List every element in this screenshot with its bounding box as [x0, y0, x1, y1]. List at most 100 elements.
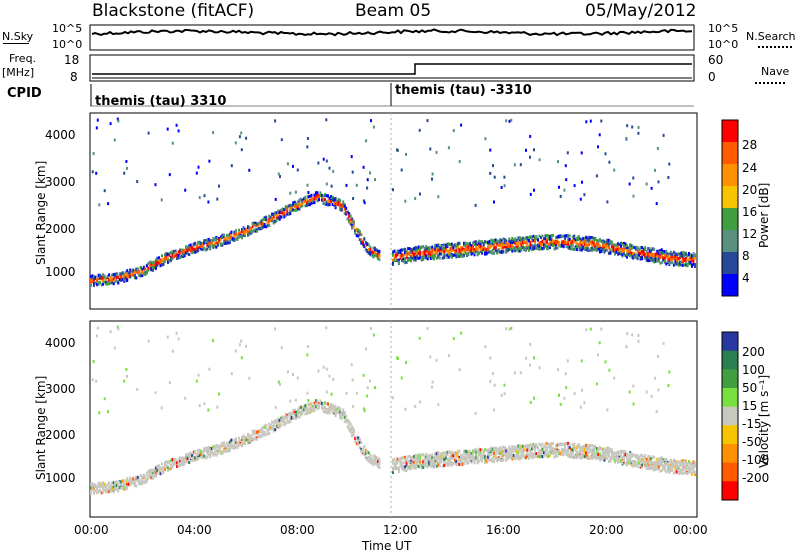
velocity-scatter-point [418, 336, 421, 340]
velocity-scatter-point [197, 450, 200, 454]
power-scatter-point [645, 182, 648, 186]
power-scatter-point [456, 252, 459, 256]
velocity-scatter-point [315, 405, 317, 409]
power-scatter-point [145, 271, 148, 275]
velocity-scatter-point [305, 407, 308, 410]
power-scatter-point [414, 247, 417, 251]
power-scatter-point [666, 254, 669, 257]
power-scatter-point [274, 119, 277, 123]
power-scatter-point [239, 235, 242, 239]
velocity-scatter-point [678, 464, 681, 468]
power-scatter-point [626, 248, 628, 252]
power-scatter-point [372, 246, 375, 250]
power-scatter-point [475, 245, 478, 249]
velocity-scatter-point [533, 443, 536, 447]
power-scatter-point [431, 177, 433, 181]
power-scatter-point [151, 268, 154, 272]
power-scatter-point [488, 243, 491, 247]
velocity-scatter-point [339, 413, 342, 417]
power-scatter-point [487, 242, 490, 246]
power-scatter-point [315, 194, 317, 198]
power-scatter-point [653, 248, 656, 252]
x-tick-2400: 00:00 [673, 523, 708, 537]
velocity-scatter-point [364, 448, 367, 452]
power-scatter-point [322, 194, 325, 198]
velocity-scatter-point [450, 450, 453, 454]
velocity-scatter-point [453, 461, 456, 465]
power-scatter-point [254, 227, 257, 231]
power-scatter-point [450, 254, 453, 258]
velocity-scatter-point [561, 447, 564, 451]
power-scatter-point [614, 251, 616, 255]
power-scatter-point [547, 246, 550, 250]
velocity-scatter-point [213, 450, 216, 454]
vel-y-tick-1000: 1000 [45, 471, 76, 485]
power-scatter-point [308, 199, 311, 203]
velocity-scatter-point [659, 464, 662, 468]
power-scatter-point [588, 248, 591, 252]
velocity-scatter-point [683, 459, 686, 463]
power-scatter-point [686, 264, 689, 268]
power-scatter-point [112, 273, 115, 277]
noise-tick-top-right: 10^5 [708, 22, 739, 35]
velocity-scatter-point [410, 463, 413, 467]
power-scatter-point [316, 191, 319, 195]
velocity-scatter-point [257, 433, 260, 437]
velocity-scatter-point [260, 429, 263, 433]
power-scatter-point [204, 248, 207, 252]
power-scatter-point [369, 253, 372, 257]
power-scatter-point [659, 249, 662, 252]
velocity-scatter-point [180, 460, 183, 463]
velocity-scatter-point [339, 410, 342, 414]
power-scatter-point [422, 245, 425, 249]
velocity-scatter-point [681, 459, 684, 463]
velocity-scatter-point [692, 460, 695, 464]
power-scatter-point [632, 256, 635, 260]
velocity-scatter-point [269, 423, 272, 427]
power-scatter-point [345, 212, 348, 216]
power-scatter-point [296, 207, 299, 211]
power-scatter-point [136, 271, 139, 274]
power-scatter-point [150, 268, 153, 272]
power-scatter-point [632, 254, 635, 258]
power-scatter-point [689, 254, 692, 258]
velocity-scatter-point [684, 471, 687, 475]
power-scatter-point [494, 245, 497, 249]
velocity-scatter-point [556, 450, 559, 454]
power-scatter-point [324, 198, 326, 201]
power-scatter-point [354, 229, 357, 232]
velocity-scatter-point [254, 435, 257, 439]
power-scatter-point [677, 263, 680, 267]
velocity-scatter-point [318, 406, 320, 410]
velocity-scatter-point [248, 433, 251, 437]
power-scatter-point [399, 254, 402, 258]
velocity-scatter-point [573, 447, 576, 451]
velocity-scatter-point [669, 465, 672, 469]
power-scatter-point [274, 212, 277, 216]
velocity-scatter-point [154, 474, 157, 478]
velocity-scatter-point [410, 467, 413, 471]
velocity-scatter-point [524, 456, 527, 459]
velocity-scatter-point [662, 459, 665, 463]
velocity-scatter-point [321, 406, 323, 410]
power-scatter-point [692, 262, 695, 266]
velocity-scatter-point [633, 461, 636, 465]
velocity-scatter-point [102, 481, 105, 485]
power-scatter-point [506, 249, 509, 253]
velocity-scatter-point [574, 455, 577, 459]
power-scatter-point [460, 246, 462, 250]
power-scatter-point [505, 245, 508, 249]
power-scatter-point [302, 197, 305, 201]
velocity-scatter-point [470, 457, 473, 461]
velocity-scatter-point [170, 459, 172, 463]
power-scatter-point [328, 203, 331, 207]
velocity-scatter-point [612, 457, 615, 461]
power-scatter-point [518, 236, 521, 240]
velocity-scatter-point [505, 455, 508, 459]
power-scatter-point [671, 258, 674, 262]
velocity-scatter-point [521, 444, 524, 448]
velocity-scatter-point [250, 438, 253, 441]
velocity-scatter-point [414, 455, 417, 459]
velocity-scatter-point [547, 442, 550, 446]
velocity-scatter-point [592, 452, 595, 456]
